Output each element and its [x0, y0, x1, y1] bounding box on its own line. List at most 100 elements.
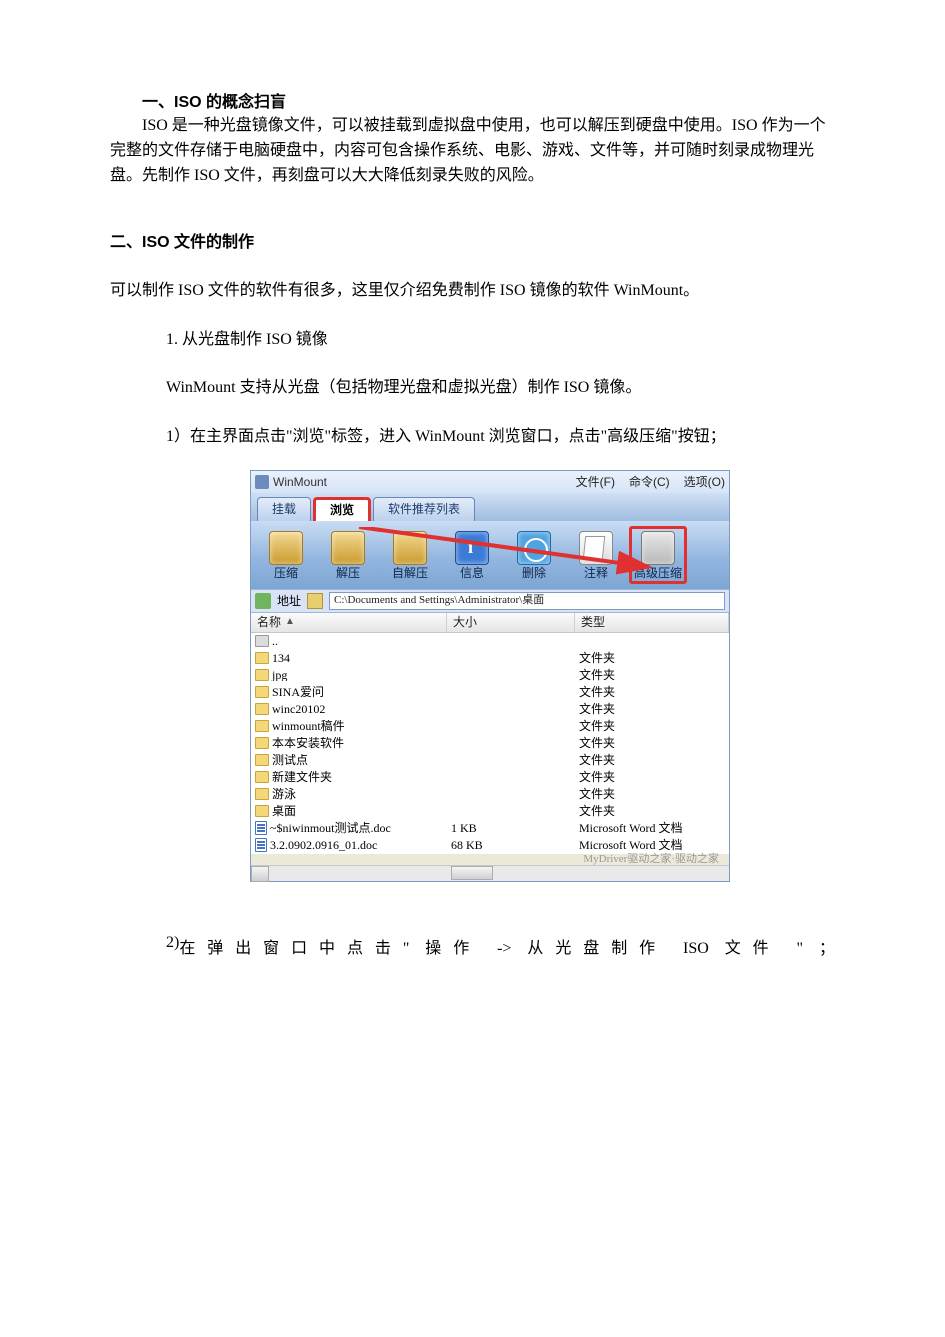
file-row[interactable]: winmount稿件 文件夹	[251, 718, 729, 735]
folder-icon	[255, 737, 269, 749]
btn-selfextract[interactable]: 自解压	[381, 531, 439, 579]
file-name: ..	[272, 635, 278, 647]
file-type: 文件夹	[575, 720, 729, 732]
file-row[interactable]: ~$niwinmout测试点.doc1 KBMicrosoft Word 文档	[251, 820, 729, 837]
btn-info[interactable]: 信息	[443, 531, 501, 579]
tab-browse[interactable]: 浏览	[313, 497, 371, 521]
col-type[interactable]: 类型	[575, 613, 729, 632]
folder-icon	[307, 593, 323, 609]
address-label: 地址	[277, 595, 301, 607]
delete-icon	[517, 531, 551, 565]
column-headers: 名称 ▲ 大小 类型	[251, 613, 729, 633]
note-icon	[579, 531, 613, 565]
up-icon	[255, 635, 269, 647]
file-type: Microsoft Word 文档	[575, 839, 729, 851]
file-name: ~$niwinmout测试点.doc	[270, 822, 391, 834]
col-name[interactable]: 名称 ▲	[251, 613, 447, 632]
file-row[interactable]: ..	[251, 633, 729, 650]
file-size: 68 KB	[447, 839, 575, 851]
file-name: 游泳	[272, 788, 296, 800]
btn-adv-compress-label: 高级压缩	[634, 567, 682, 579]
file-row[interactable]: 游泳 文件夹	[251, 786, 729, 803]
file-name: 本本安装软件	[272, 737, 344, 749]
file-type: 文件夹	[575, 771, 729, 783]
section2-sub1-body: WinMount 支持从光盘（包括物理光盘和虚拟光盘）制作 ISO 镜像。	[110, 373, 835, 403]
btn-extract[interactable]: 解压	[319, 531, 377, 579]
file-type: 文件夹	[575, 788, 729, 800]
file-name: 134	[272, 652, 290, 664]
menu-file[interactable]: 文件(F)	[576, 476, 615, 488]
folder-icon	[255, 703, 269, 715]
file-type: 文件夹	[575, 737, 729, 749]
btn-info-label: 信息	[460, 567, 484, 579]
folder-icon	[255, 686, 269, 698]
file-row[interactable]: 新建文件夹 文件夹	[251, 769, 729, 786]
tab-strip: 挂载 浏览 软件推荐列表	[251, 493, 729, 521]
btn-extract-label: 解压	[336, 567, 360, 579]
nav-icon[interactable]	[255, 593, 271, 609]
menu-opt[interactable]: 选项(O)	[684, 476, 725, 488]
file-type: 文件夹	[575, 703, 729, 715]
folder-icon	[255, 754, 269, 766]
file-name: SINA爱问	[272, 686, 324, 698]
file-row[interactable]: 测试点文件夹	[251, 752, 729, 769]
watermark-text: MyDriver驱动之家·驱动之家	[251, 854, 729, 865]
btn-note[interactable]: 注释	[567, 531, 625, 579]
file-row[interactable]: 134 文件夹	[251, 650, 729, 667]
file-name: 新建文件夹	[272, 771, 332, 783]
btn-compress-label: 压缩	[274, 567, 298, 579]
folder-icon	[255, 788, 269, 800]
btn-adv-compress[interactable]: 高级压缩	[629, 526, 687, 584]
toolbar: 压缩 解压 自解压 信息 删除	[251, 521, 729, 589]
file-type: 文件夹	[575, 652, 729, 664]
step2-lead: 2)	[166, 934, 179, 958]
menu-bar: 文件(F) 命令(C) 选项(O)	[576, 476, 725, 488]
file-name: winmount稿件	[272, 720, 345, 732]
winmount-window: WinMount 文件(F) 命令(C) 选项(O) 挂载 浏览 软件推荐列表 …	[250, 470, 730, 882]
col-size[interactable]: 大小	[447, 613, 575, 632]
file-size: 1 KB	[447, 822, 575, 834]
file-type: 文件夹	[575, 754, 729, 766]
file-name: 桌面	[272, 805, 296, 817]
col-name-label: 名称	[257, 616, 281, 628]
section2-sub1: 1. 从光盘制作 ISO 镜像	[110, 325, 835, 355]
file-name: 3.2.0902.0916_01.doc	[270, 839, 377, 851]
file-row[interactable]: 桌面 文件夹	[251, 803, 729, 820]
section2-step2: 2) 在弹出窗口中点击" 操作 -> 从光盘制作 ISO 文件 " ；	[110, 934, 835, 958]
file-list: ..134文件夹jpg文件夹SINA爱问文件夹winc20102文件夹winmo…	[251, 633, 729, 854]
info-icon	[455, 531, 489, 565]
address-input[interactable]: C:\Documents and Settings\Administrator\…	[329, 592, 725, 610]
file-row[interactable]: 3.2.0902.0916_01.doc 68 KBMicrosoft Word …	[251, 837, 729, 854]
folder-icon	[255, 720, 269, 732]
doc-icon	[255, 821, 267, 835]
file-row[interactable]: jpg文件夹	[251, 667, 729, 684]
scrollbar-thumb[interactable]	[451, 866, 493, 880]
menu-cmd[interactable]: 命令(C)	[629, 476, 670, 488]
extract-icon	[331, 531, 365, 565]
file-type: 文件夹	[575, 686, 729, 698]
document-page: 一、ISO 的概念扫盲 ISO 是一种光盘镜像文件，可以被挂载到虚拟盘中使用，也…	[0, 0, 945, 1218]
horizontal-scrollbar[interactable]	[251, 865, 729, 881]
file-name: winc20102	[272, 703, 325, 715]
app-title: WinMount	[273, 476, 327, 488]
file-type: 文件夹	[575, 805, 729, 817]
file-row[interactable]: winc20102 文件夹	[251, 701, 729, 718]
section1-title: 一、ISO 的概念扫盲	[110, 88, 835, 112]
adv-compress-icon	[641, 531, 675, 565]
section1-body: ISO 是一种光盘镜像文件，可以被挂载到虚拟盘中使用，也可以解压到硬盘中使用。I…	[110, 114, 835, 188]
file-row[interactable]: SINA爱问 文件夹	[251, 684, 729, 701]
sort-asc-icon: ▲	[285, 617, 295, 627]
tab-mount[interactable]: 挂载	[257, 497, 311, 521]
btn-delete-label: 删除	[522, 567, 546, 579]
tab-software[interactable]: 软件推荐列表	[373, 497, 475, 521]
section2-intro: 可以制作 ISO 文件的软件有很多，这里仅介绍免费制作 ISO 镜像的软件 Wi…	[110, 276, 835, 306]
section2-title: 二、ISO 文件的制作	[110, 228, 835, 252]
btn-delete[interactable]: 删除	[505, 531, 563, 579]
btn-compress[interactable]: 压缩	[257, 531, 315, 579]
btn-selfextract-label: 自解压	[392, 567, 428, 579]
address-bar: 地址 C:\Documents and Settings\Administrat…	[251, 589, 729, 613]
file-row[interactable]: 本本安装软件 文件夹	[251, 735, 729, 752]
selfextract-icon	[393, 531, 427, 565]
compress-icon	[269, 531, 303, 565]
winmount-screenshot: WinMount 文件(F) 命令(C) 选项(O) 挂载 浏览 软件推荐列表 …	[250, 470, 835, 882]
